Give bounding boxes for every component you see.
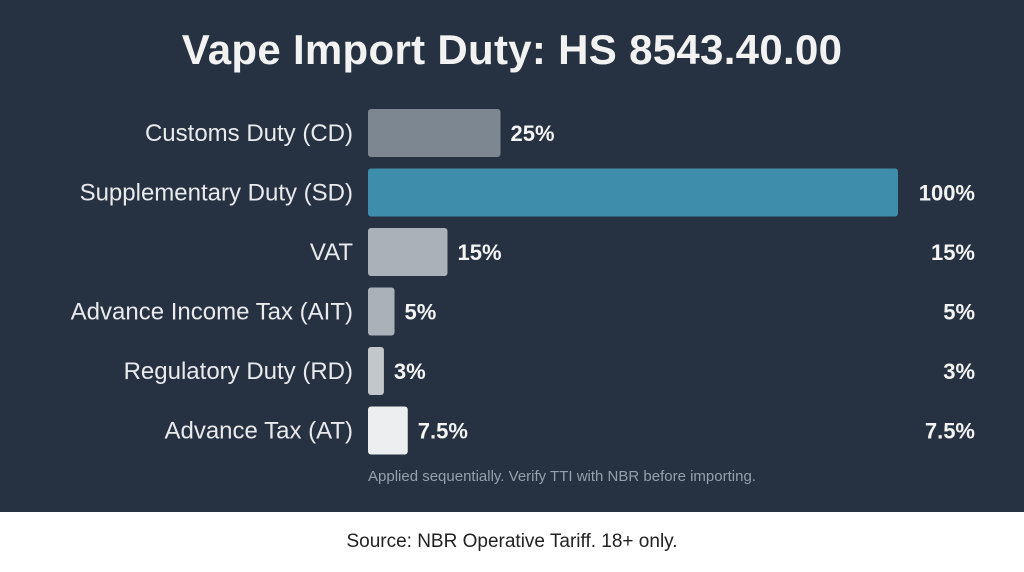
value-label: 7.5% <box>418 419 468 444</box>
value-label-right: 15% <box>931 240 975 265</box>
category-label: Advance Income Tax (AIT) <box>71 299 353 326</box>
chart-note: Applied sequentially. Verify TTI with NB… <box>368 468 756 485</box>
value-label-right: 3% <box>943 359 975 384</box>
category-label: VAT <box>310 239 353 266</box>
bar-chart: Customs Duty (CD) 25% Supplementary Duty (… <box>71 109 975 455</box>
chart-title: Vape Import Duty: HS 8543.40.00 <box>181 26 843 73</box>
value-label: 15% <box>458 240 502 265</box>
bar <box>368 287 395 336</box>
bar <box>368 406 408 455</box>
category-label: Regulatory Duty (RD) <box>124 358 353 385</box>
value-label: 25% <box>511 121 555 146</box>
value-label-right: 100% <box>919 181 975 206</box>
bar <box>368 228 448 276</box>
value-label: 5% <box>405 300 437 325</box>
bar <box>368 109 501 157</box>
chart-panel: Vape Import Duty: HS 8543.40.00 Customs … <box>0 0 1024 512</box>
bar <box>368 347 384 395</box>
category-label: Customs Duty (CD) <box>145 120 353 147</box>
value-label-right: 7.5% <box>925 419 975 444</box>
bar <box>368 168 898 217</box>
value-label-right: 5% <box>943 300 975 325</box>
value-label: 3% <box>394 359 426 384</box>
category-label: Advance Tax (AT) <box>164 418 353 445</box>
source-footer: Source: NBR Operative Tariff. 18+ only. <box>0 512 1024 572</box>
category-label: Supplementary Duty (SD) <box>80 180 353 207</box>
